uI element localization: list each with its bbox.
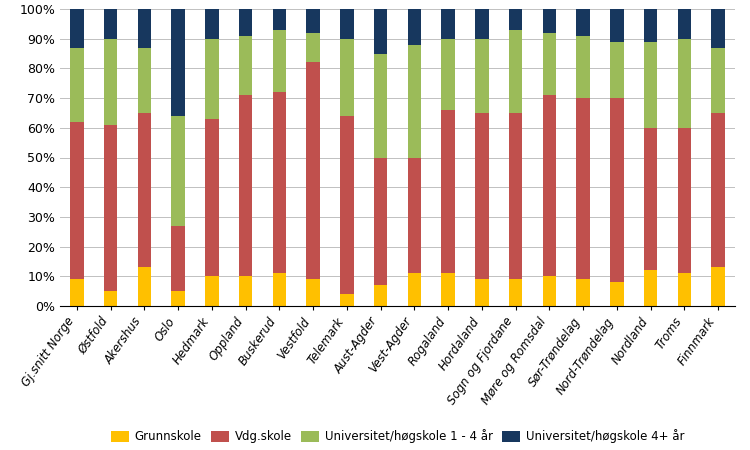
Bar: [441, 9, 454, 39]
Bar: [306, 279, 320, 306]
Bar: [306, 9, 320, 33]
Bar: [610, 98, 624, 282]
Bar: [340, 39, 354, 116]
Bar: [238, 9, 252, 36]
Bar: [678, 273, 692, 306]
Bar: [340, 116, 354, 294]
Bar: [441, 110, 454, 273]
Bar: [476, 113, 489, 279]
Bar: [205, 39, 219, 119]
Bar: [711, 9, 724, 48]
Bar: [476, 279, 489, 306]
Bar: [171, 116, 184, 226]
Bar: [576, 9, 590, 36]
Bar: [542, 9, 556, 33]
Bar: [138, 9, 151, 48]
Bar: [70, 122, 84, 279]
Bar: [408, 9, 422, 45]
Bar: [70, 9, 84, 48]
Bar: [576, 36, 590, 98]
Bar: [374, 285, 387, 306]
Bar: [644, 128, 657, 270]
Bar: [408, 273, 422, 306]
Bar: [138, 267, 151, 306]
Bar: [104, 9, 117, 39]
Bar: [408, 45, 422, 158]
Bar: [306, 33, 320, 63]
Bar: [610, 42, 624, 98]
Bar: [273, 30, 286, 92]
Bar: [340, 9, 354, 39]
Bar: [711, 48, 724, 113]
Bar: [711, 113, 724, 267]
Bar: [374, 158, 387, 285]
Bar: [238, 276, 252, 306]
Bar: [273, 9, 286, 30]
Bar: [238, 36, 252, 95]
Bar: [644, 9, 657, 42]
Bar: [476, 9, 489, 39]
Bar: [542, 276, 556, 306]
Bar: [171, 226, 184, 291]
Bar: [70, 279, 84, 306]
Bar: [644, 270, 657, 306]
Bar: [476, 39, 489, 113]
Bar: [509, 9, 522, 30]
Bar: [70, 48, 84, 122]
Bar: [610, 9, 624, 42]
Bar: [441, 39, 454, 110]
Bar: [509, 30, 522, 113]
Bar: [509, 113, 522, 279]
Bar: [576, 98, 590, 279]
Bar: [273, 273, 286, 306]
Bar: [542, 95, 556, 276]
Bar: [374, 9, 387, 54]
Bar: [138, 113, 151, 267]
Legend: Grunnskole, Vdg.skole, Universitet/høgskole 1 - 4 år, Universitet/høgskole 4+ år: Grunnskole, Vdg.skole, Universitet/høgsk…: [106, 425, 689, 448]
Bar: [104, 291, 117, 306]
Bar: [205, 9, 219, 39]
Bar: [138, 48, 151, 113]
Bar: [171, 9, 184, 116]
Bar: [340, 294, 354, 306]
Bar: [374, 54, 387, 158]
Bar: [205, 276, 219, 306]
Bar: [678, 128, 692, 273]
Bar: [542, 33, 556, 95]
Bar: [576, 279, 590, 306]
Bar: [408, 158, 422, 273]
Bar: [306, 63, 320, 279]
Bar: [205, 119, 219, 276]
Bar: [711, 267, 724, 306]
Bar: [509, 279, 522, 306]
Bar: [273, 92, 286, 273]
Bar: [441, 273, 454, 306]
Bar: [104, 39, 117, 125]
Bar: [678, 9, 692, 39]
Bar: [238, 95, 252, 276]
Bar: [171, 291, 184, 306]
Bar: [610, 282, 624, 306]
Bar: [644, 42, 657, 128]
Bar: [104, 125, 117, 291]
Bar: [678, 39, 692, 128]
